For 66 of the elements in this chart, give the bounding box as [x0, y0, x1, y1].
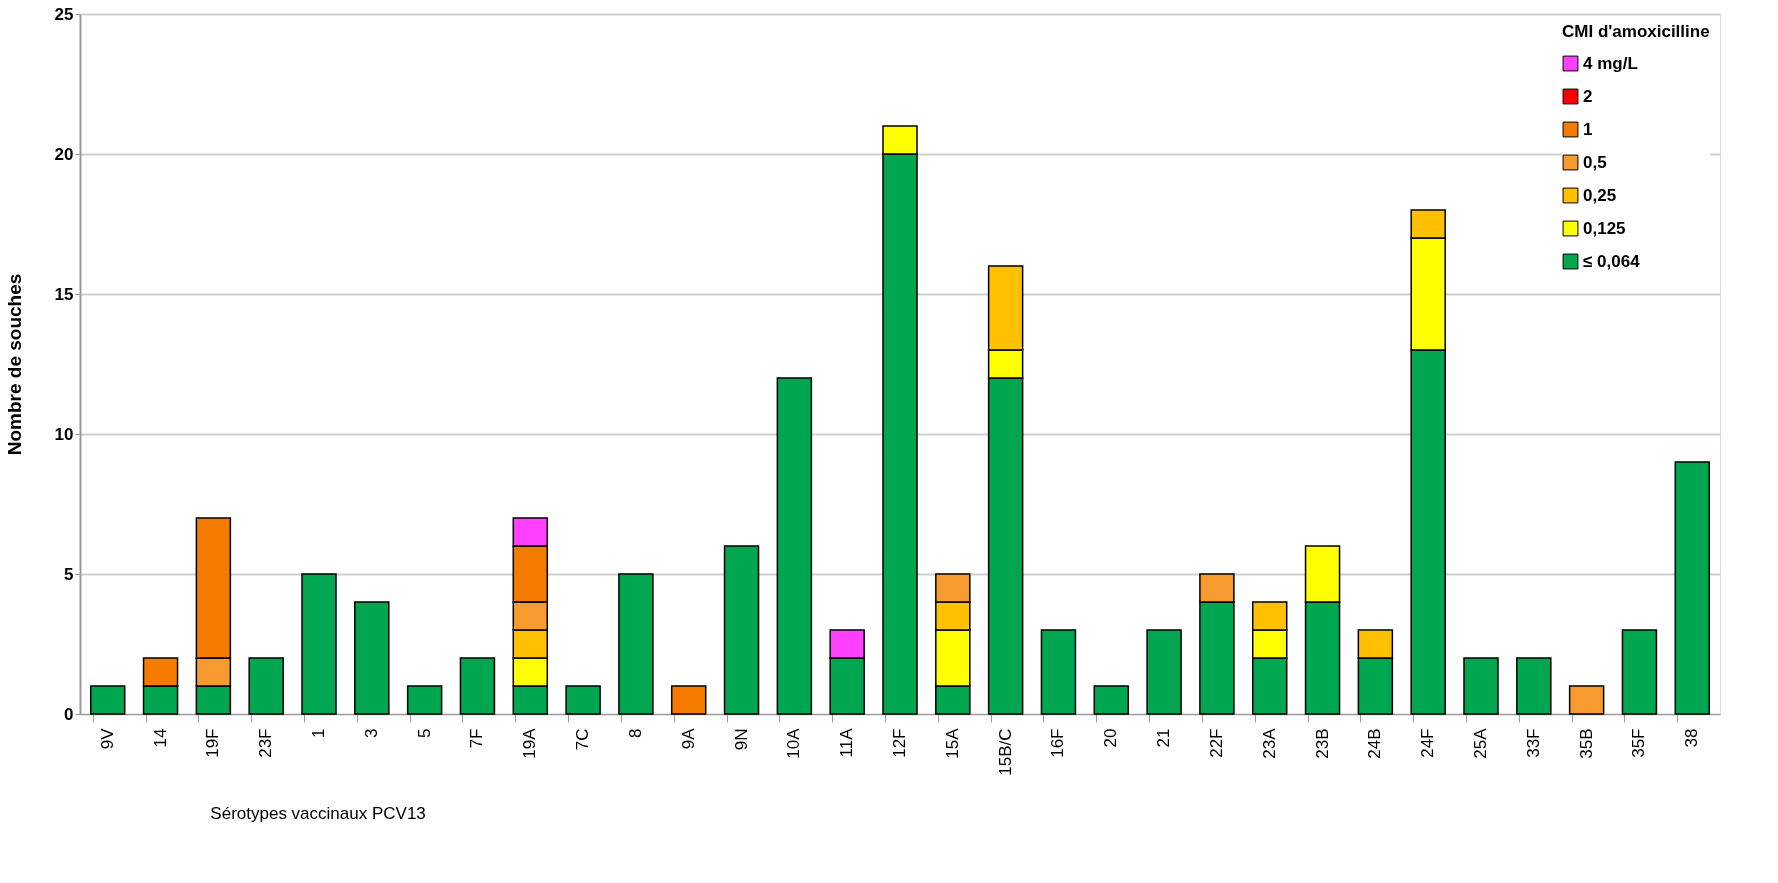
bar	[1674, 461, 1711, 715]
x-tick-label: 38	[1682, 728, 1702, 748]
text: Sérotypes vaccinaux PCV13	[210, 804, 426, 823]
bar	[565, 685, 601, 715]
bar	[301, 573, 337, 715]
x-tick-label: 23F	[256, 728, 276, 758]
bar	[406, 685, 443, 715]
y-tick-label: 15	[54, 284, 74, 304]
x-tick-label: 19A	[520, 727, 540, 759]
x-tick-label: 10A	[784, 727, 804, 759]
bar	[89, 685, 126, 715]
bar	[776, 377, 813, 715]
bar	[618, 573, 654, 715]
x-tick-label: 14	[150, 728, 170, 748]
y-axis-title: Nombre de souches	[3, 273, 25, 456]
x-tick-label: 15A	[942, 727, 962, 759]
bar	[1568, 685, 1605, 715]
x-tick-label: 24B	[1365, 728, 1385, 759]
x-tick-label: 8	[625, 728, 645, 738]
x-tick-label: 7F	[467, 728, 487, 749]
bar	[459, 657, 496, 715]
bar	[1621, 629, 1658, 715]
legend-title: CMI d'amoxicilline	[1562, 22, 1710, 41]
bar	[248, 657, 284, 715]
legend-label: 4 mg/L	[1583, 53, 1638, 73]
bar	[354, 601, 390, 715]
legend-label: 2	[1583, 86, 1593, 106]
x-tick-label: 19F	[203, 728, 223, 758]
bar	[670, 685, 707, 715]
bar	[1040, 629, 1077, 715]
bar	[723, 545, 760, 715]
x-tick-label: 7C	[573, 728, 593, 751]
x-tick-label: 35F	[1629, 728, 1649, 758]
x-tick-label: 21	[1154, 728, 1174, 748]
x-tick-label: 22F	[1206, 728, 1226, 758]
bar	[1146, 629, 1182, 715]
x-tick-label: 23A	[1259, 727, 1279, 759]
legend-label: 0,5	[1583, 152, 1607, 172]
x-tick-label: 35B	[1576, 728, 1596, 759]
y-tick-label: 10	[54, 424, 74, 444]
legend-label: 1	[1583, 119, 1593, 139]
x-tick-label: 25A	[1471, 727, 1490, 759]
x-tick-label: 23B	[1312, 728, 1332, 759]
x-tick-label: 9N	[731, 728, 751, 751]
legend-label: 0,125	[1583, 218, 1626, 238]
x-tick-label: 1	[309, 728, 328, 738]
bar	[1093, 685, 1130, 715]
legend-label: ≤ 0,064	[1583, 251, 1641, 271]
y-tick-label: 0	[64, 704, 74, 724]
y-tick-label: 20	[54, 144, 74, 164]
legend-label: 0,25	[1583, 185, 1617, 205]
x-tick-label: 20	[1101, 728, 1121, 748]
bar	[1463, 657, 1499, 715]
x-tick-label: 3	[361, 728, 381, 738]
x-tick-label: 33F	[1523, 728, 1543, 758]
x-tick-label: 16F	[1048, 728, 1068, 758]
x-tick-label: 12F	[890, 728, 909, 758]
bar	[1516, 657, 1552, 715]
y-tick-label: 25	[54, 4, 74, 24]
x-tick-label: 11A	[837, 727, 857, 758]
x-tick-label: 9A	[678, 727, 698, 750]
x-tick-label: 15B/C	[995, 728, 1015, 776]
x-tick-label: 5	[414, 728, 434, 738]
y-tick-label: 5	[64, 564, 74, 584]
x-tick-label: 9V	[97, 727, 117, 750]
x-tick-label: 24F	[1418, 728, 1438, 758]
